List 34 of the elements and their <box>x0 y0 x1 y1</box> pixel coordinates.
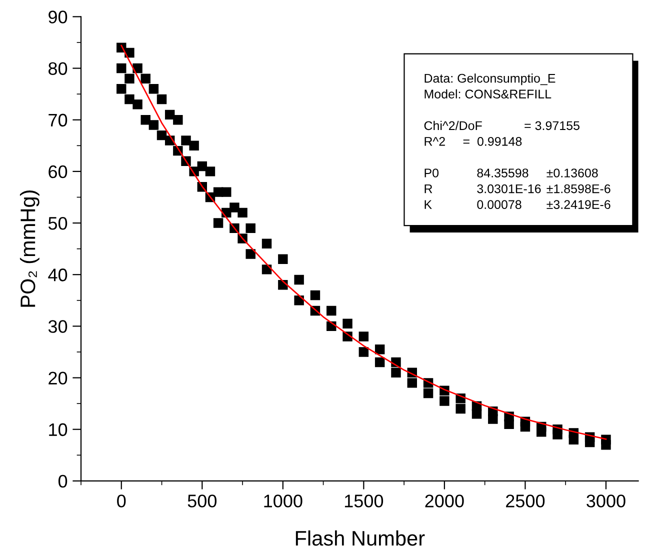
annotation: 0.00078 <box>477 200 522 209</box>
y-tick-label: 60 <box>48 165 68 178</box>
y-tick-label: 30 <box>48 320 68 333</box>
x-tick-label: 1500 <box>344 494 384 508</box>
x-axis-title: Flash Number <box>296 530 425 546</box>
y-axis-title: PO₂ (mmHg) <box>20 190 40 307</box>
y-tick-label: 20 <box>48 372 68 384</box>
annotation: = 3.97155 <box>524 121 580 130</box>
x-tick-label: 0 <box>117 494 126 508</box>
annotation: ±3.2419E-6 <box>546 200 610 209</box>
y-tick-label: 40 <box>48 268 68 282</box>
annotation: Chi^2/DoF <box>424 120 482 130</box>
annotation: ±0.13608 <box>546 168 598 178</box>
y-tick-label: 90 <box>48 10 68 24</box>
x-tick-label: 2500 <box>506 494 545 508</box>
x-tick-label: 1000 <box>264 494 302 508</box>
annotation: Model: CONS&REFILL <box>424 89 552 98</box>
y-tick-label: 0 <box>58 474 68 488</box>
x-tick-label: 3000 <box>586 494 626 508</box>
x-tick-label: 500 <box>188 494 217 508</box>
y-tick-label: 70 <box>48 114 68 127</box>
annotation: = 0.99148 <box>463 137 522 146</box>
annotation: K <box>424 200 432 209</box>
y-tick-label: 50 <box>48 216 68 230</box>
annotation: Data: Gelconsumptio_E <box>424 74 556 86</box>
annotation: P0 <box>424 168 439 178</box>
annotation: ±1.8598E-6 <box>546 184 610 194</box>
y-tick-label: 80 <box>48 62 68 75</box>
annotation: 3.0301E-16 <box>477 184 541 194</box>
y-tick-label: 10 <box>49 423 68 436</box>
x-tick-label: 2000 <box>425 494 464 508</box>
annotation: 84.35598 <box>477 168 528 178</box>
annotation: R <box>424 184 432 194</box>
annotation: R^2 <box>424 137 445 146</box>
